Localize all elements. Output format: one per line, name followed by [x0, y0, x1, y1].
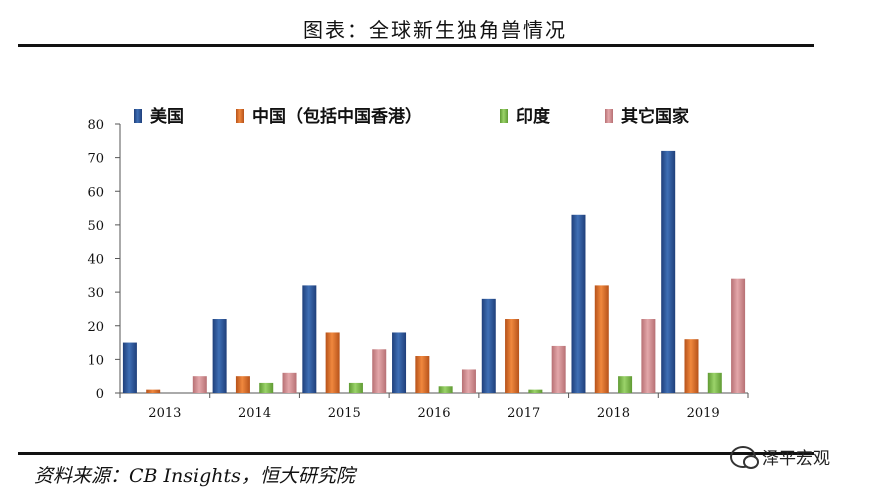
bar-2-2018: [618, 376, 633, 393]
legend-swatch-2: [500, 109, 508, 123]
bar-3-2013: [192, 376, 207, 393]
y-tick-label: 70: [87, 152, 104, 167]
bar-3-2015: [372, 349, 387, 393]
y-tick-label: 40: [87, 253, 104, 268]
y-tick-label: 30: [87, 286, 104, 301]
bar-1-2017: [505, 319, 520, 393]
bar-2-2019: [707, 372, 722, 393]
x-tick-label: 2018: [597, 406, 630, 421]
legend-label-0: 美国: [150, 106, 184, 127]
legend-label-2: 印度: [516, 106, 551, 127]
bar-3-2019: [731, 278, 746, 393]
bar-0-2013: [122, 342, 137, 393]
y-tick-label: 0: [96, 387, 104, 402]
x-tick-label: 2019: [687, 406, 720, 421]
brand-name: 泽平宏观: [762, 449, 830, 469]
legend-swatch-0: [134, 109, 142, 123]
bar-3-2017: [551, 345, 566, 393]
x-tick-label: 2013: [148, 406, 181, 421]
legend: 美国 中国（包括中国香港） 印度 其它国家: [134, 106, 689, 127]
bar-1-2016: [415, 356, 430, 393]
legend-label-1: 中国（包括中国香港）: [252, 106, 422, 127]
brand-watermark: 泽平宏观: [730, 444, 830, 469]
legend-swatch-3: [605, 109, 613, 123]
bar-2-2016: [438, 386, 453, 393]
source-note: 资料来源：CB Insights，恒大研究院: [34, 465, 355, 487]
bar-1-2015: [325, 332, 340, 393]
chat-bubble-icon: [730, 445, 759, 469]
bar-0-2016: [392, 332, 407, 393]
bar-0-2017: [481, 298, 496, 393]
y-axis: 0 10 20 30 40 50 60 70 80: [87, 118, 121, 402]
bar-1-2019: [684, 339, 699, 393]
bar-0-2019: [661, 150, 676, 393]
y-tick-label: 60: [87, 185, 104, 200]
bar-2-2015: [348, 382, 363, 393]
bar-0-2014: [212, 319, 227, 393]
bar-1-2014: [235, 376, 250, 393]
y-tick-label: 20: [87, 320, 104, 335]
legend-label-3: 其它国家: [621, 106, 689, 127]
x-tick-label: 2015: [328, 406, 361, 421]
chart-title: 图表：全球新生独角兽情况: [303, 18, 567, 42]
y-tick-label: 80: [87, 118, 104, 133]
bar-2-2017: [528, 389, 543, 393]
title-underline: [18, 44, 814, 47]
bar-1-2013: [146, 389, 161, 393]
y-tick-label: 10: [87, 353, 104, 368]
bars: [122, 150, 746, 393]
bar-0-2015: [302, 285, 317, 393]
x-axis: 2013 2014 2015 2016 2017 2018 2019: [119, 392, 749, 421]
x-tick-label: 2017: [507, 406, 540, 421]
bar-3-2018: [641, 319, 656, 393]
x-tick-label: 2014: [238, 406, 271, 421]
footer-rule: [18, 452, 814, 455]
bar-0-2018: [571, 214, 586, 393]
bar-3-2016: [461, 369, 476, 393]
bar-1-2018: [594, 285, 609, 393]
x-tick-label: 2016: [417, 406, 450, 421]
legend-swatch-1: [236, 109, 244, 123]
bar-2-2014: [259, 382, 274, 393]
bar-3-2014: [282, 372, 297, 393]
y-tick-label: 50: [87, 219, 104, 234]
